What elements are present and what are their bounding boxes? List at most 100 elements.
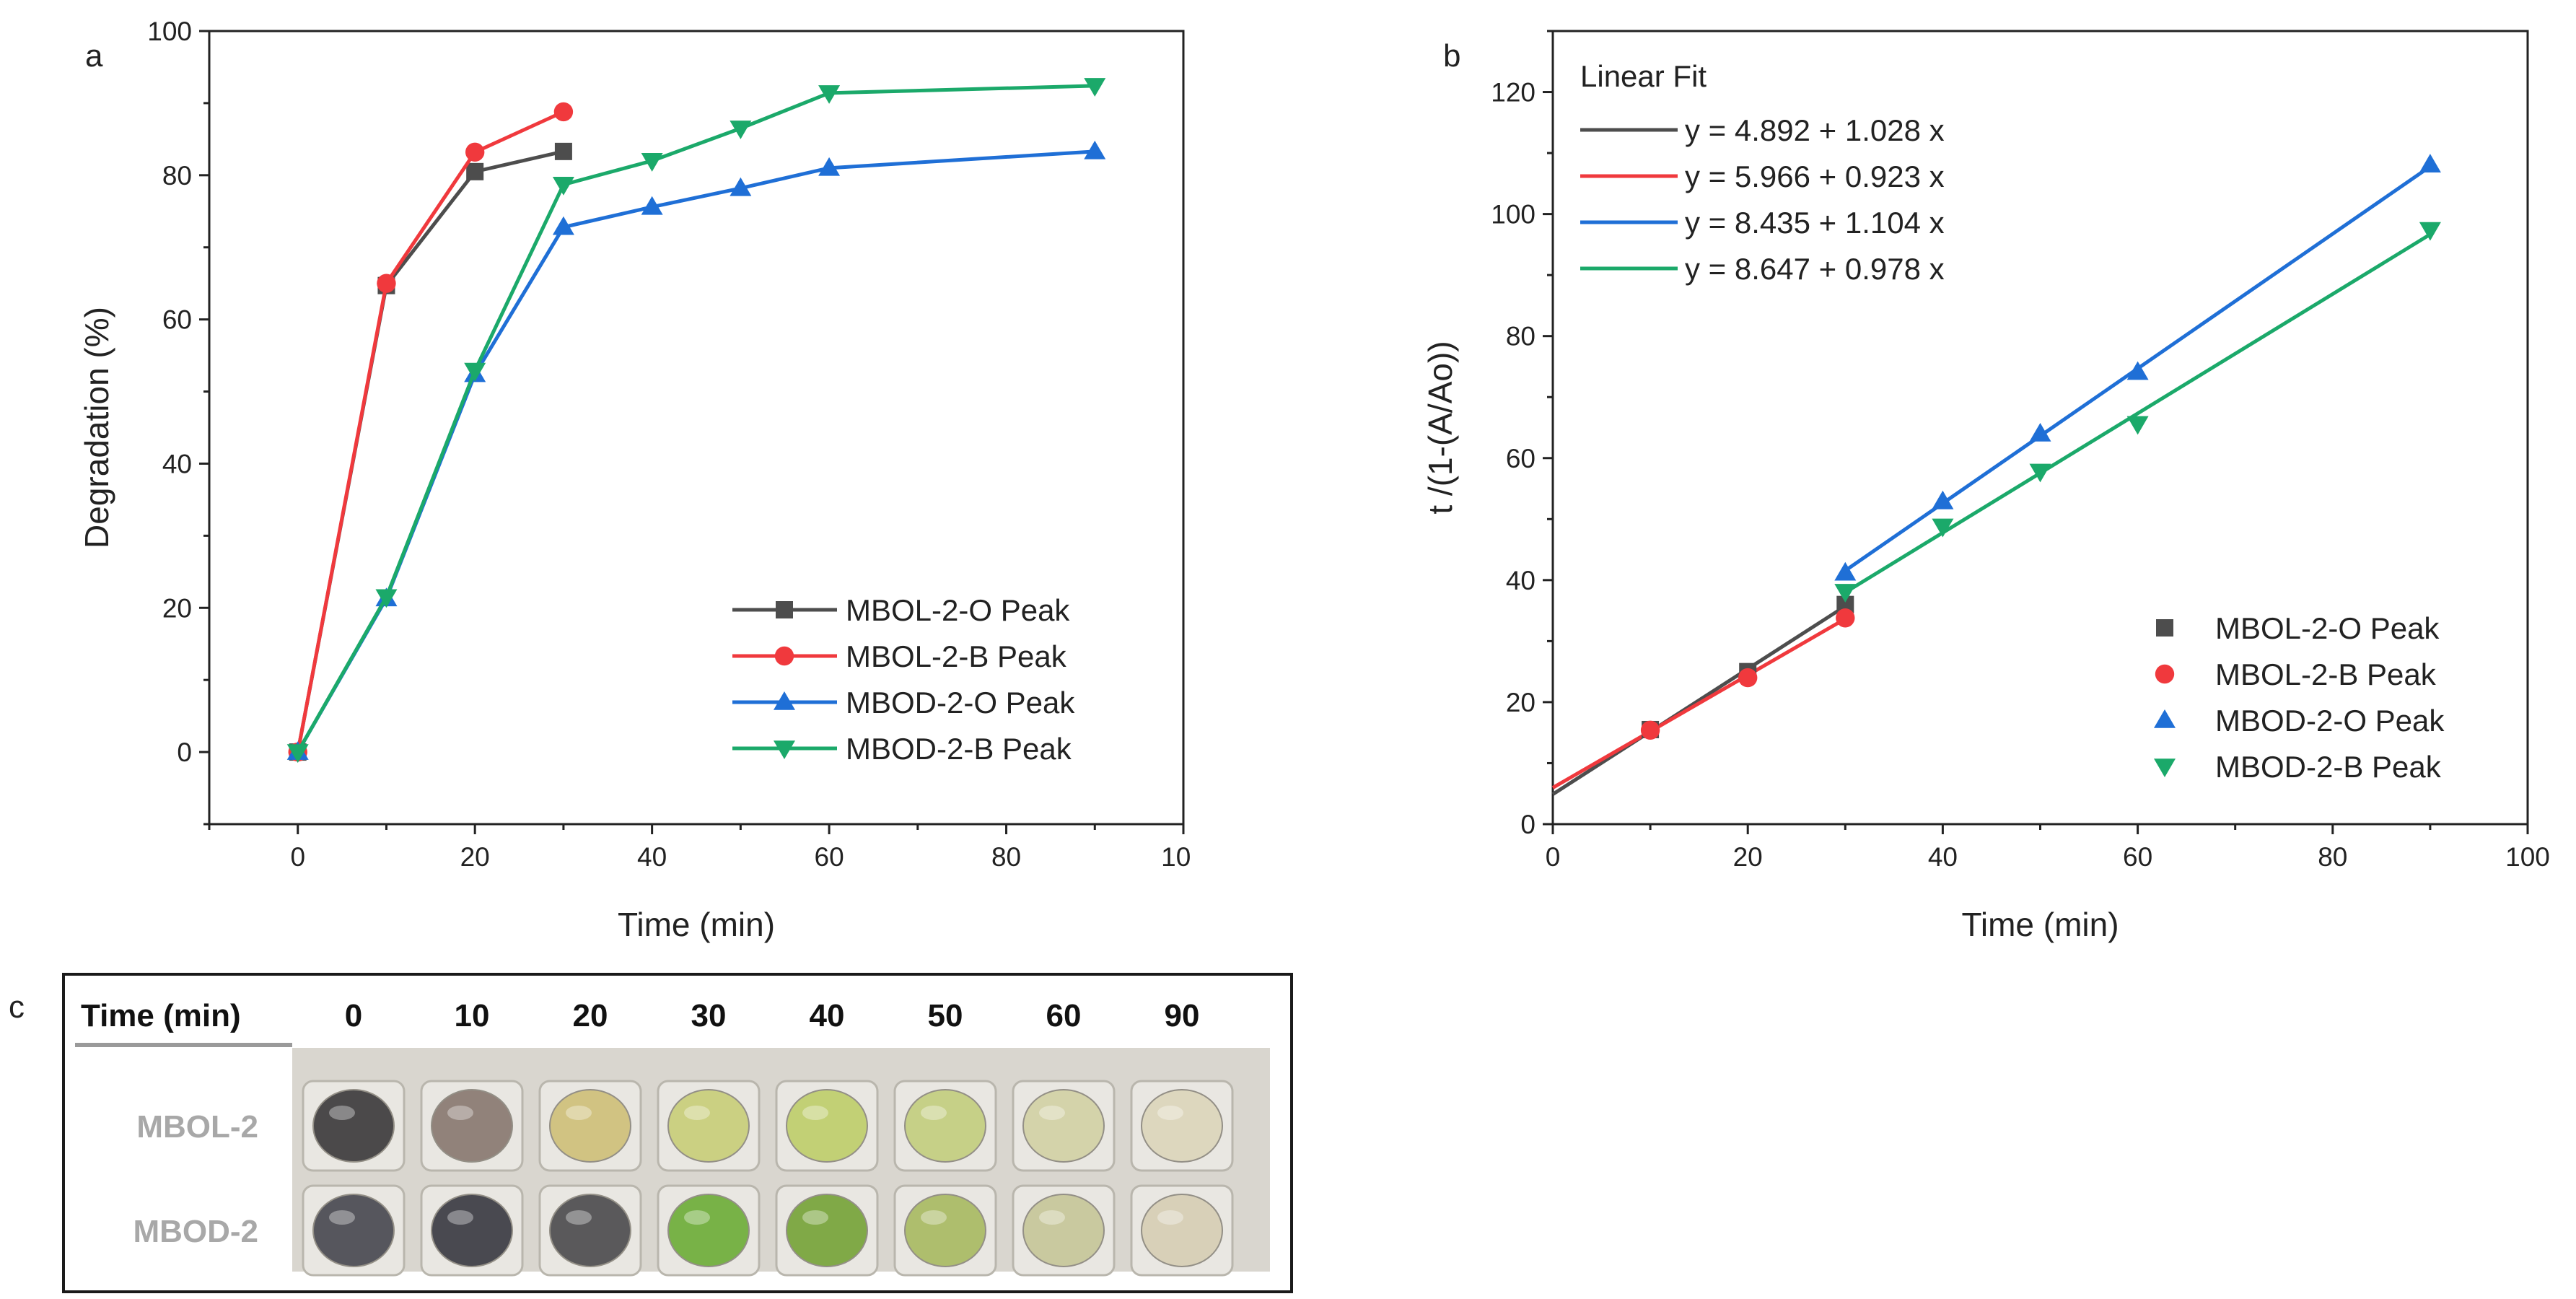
data-point (818, 85, 841, 104)
data-point (464, 362, 486, 382)
well-cell (893, 1080, 997, 1172)
data-point (2419, 222, 2441, 241)
tick-marks (1543, 30, 2529, 834)
well-solution (1022, 1089, 1105, 1163)
y-tick-label: 120 (1491, 78, 1535, 108)
well-solution (786, 1194, 868, 1267)
x-tick-label: 40 (1928, 842, 1958, 872)
data-point (554, 142, 572, 160)
y-axis-title: Degradation (%) (78, 307, 115, 548)
data-point (1834, 561, 1857, 581)
data-point (2126, 416, 2149, 435)
well-highlight (1157, 1106, 1183, 1120)
data-point (1932, 518, 1954, 538)
data-point (2419, 154, 2441, 172)
x-tick-label: 20 (460, 842, 490, 872)
well-cell (302, 1080, 406, 1172)
x-tick-label: 80 (2318, 842, 2347, 872)
well-solution (786, 1089, 868, 1163)
series-mbod-2-b-peak (1834, 222, 2441, 603)
data-point (1836, 608, 1855, 628)
well-cell (1012, 1184, 1116, 1277)
time-header-40: 40 (810, 998, 845, 1033)
time-header-30: 30 (691, 998, 727, 1033)
panel-letter-c: c (9, 989, 25, 1025)
legend-marker (774, 740, 795, 759)
well-plate-photo (292, 1048, 1270, 1272)
x-tick-label: 60 (815, 842, 844, 872)
data-point (377, 274, 396, 293)
well-highlight (1039, 1106, 1065, 1120)
x-tick-label: 0 (1546, 842, 1561, 872)
well-highlight (684, 1106, 710, 1120)
well-cell (893, 1184, 997, 1277)
legend-label: MBOD-2-B Peak (846, 732, 1072, 766)
y-tick-label: 40 (1506, 566, 1535, 595)
data-point (730, 177, 752, 196)
well-highlight (802, 1106, 828, 1120)
fit-line (1551, 604, 1846, 796)
well-solution (904, 1194, 986, 1267)
data-point (286, 744, 309, 764)
series-mbol-2-b-peak (288, 102, 574, 762)
y-axis-title: t /(1-(A/Ao)) (1421, 341, 1459, 514)
well-highlight (329, 1210, 355, 1225)
fit-line (1844, 232, 2432, 594)
y-tick-label: 20 (162, 593, 192, 623)
well-cell (657, 1080, 761, 1172)
time-header-20: 20 (573, 998, 608, 1033)
series-mbod-2-b-peak (286, 78, 1106, 764)
fit-legend: Linear Fit y = 4.892 + 1.028 x y = 5.966 +… (1580, 59, 1945, 286)
well-highlight (447, 1106, 473, 1120)
panel-letter-a: a (85, 38, 103, 74)
data-point (552, 177, 574, 196)
time-header-90: 90 (1165, 998, 1200, 1033)
y-tick-label: 60 (162, 305, 192, 335)
y-tick-label: 100 (1491, 200, 1535, 229)
legend-marker (2154, 709, 2176, 728)
well-cell (538, 1080, 642, 1172)
series-mbod-2-o-peak (1834, 154, 2441, 581)
legend-marker (2156, 619, 2173, 637)
legend-marker (776, 601, 793, 618)
fit-line (1551, 617, 1846, 790)
well-highlight (684, 1210, 710, 1225)
legend-label: MBOL-2-O Peak (846, 593, 1070, 627)
panel-letter-b: b (1443, 38, 1460, 74)
well-cell (1012, 1080, 1116, 1172)
well-cell (657, 1184, 761, 1277)
photo-panel-frame (62, 973, 1293, 1293)
well-highlight (1157, 1210, 1183, 1225)
series-line (296, 149, 564, 753)
y-tick-label: 60 (1506, 444, 1535, 473)
data-point (2126, 361, 2149, 380)
y-tick-label: 100 (147, 17, 192, 46)
fit-equation: y = 8.647 + 0.978 x (1685, 252, 1945, 286)
well-highlight (1039, 1210, 1065, 1225)
series-line (296, 84, 1095, 753)
row-label-mbol-2: MBOL-2 (136, 1109, 258, 1145)
y-tick-label: 80 (162, 161, 192, 191)
data-point (641, 196, 663, 215)
well-cell (420, 1184, 524, 1277)
data-point (2029, 422, 2051, 442)
well-cell (302, 1184, 406, 1277)
well-solution (312, 1194, 395, 1267)
time-header-0: 0 (345, 998, 362, 1033)
y-tick-label: 20 (1506, 688, 1535, 717)
y-tick-label: 40 (162, 449, 192, 478)
well-highlight (566, 1210, 592, 1225)
x-tick-label: 80 (991, 842, 1021, 872)
data-point (2029, 463, 2051, 483)
y-tick-label: 80 (1506, 322, 1535, 351)
well-solution (549, 1194, 631, 1267)
well-highlight (447, 1210, 473, 1225)
data-point (1084, 140, 1106, 159)
time-header-10: 10 (455, 998, 490, 1033)
well-highlight (329, 1106, 355, 1120)
well-cell (1130, 1184, 1234, 1277)
legend-label: MBOD-2-O Peak (2215, 704, 2445, 738)
legend-label: MBOL-2-B Peak (846, 639, 1067, 673)
legend-label: MBOD-2-O Peak (846, 686, 1075, 720)
data-point (1640, 720, 1660, 740)
